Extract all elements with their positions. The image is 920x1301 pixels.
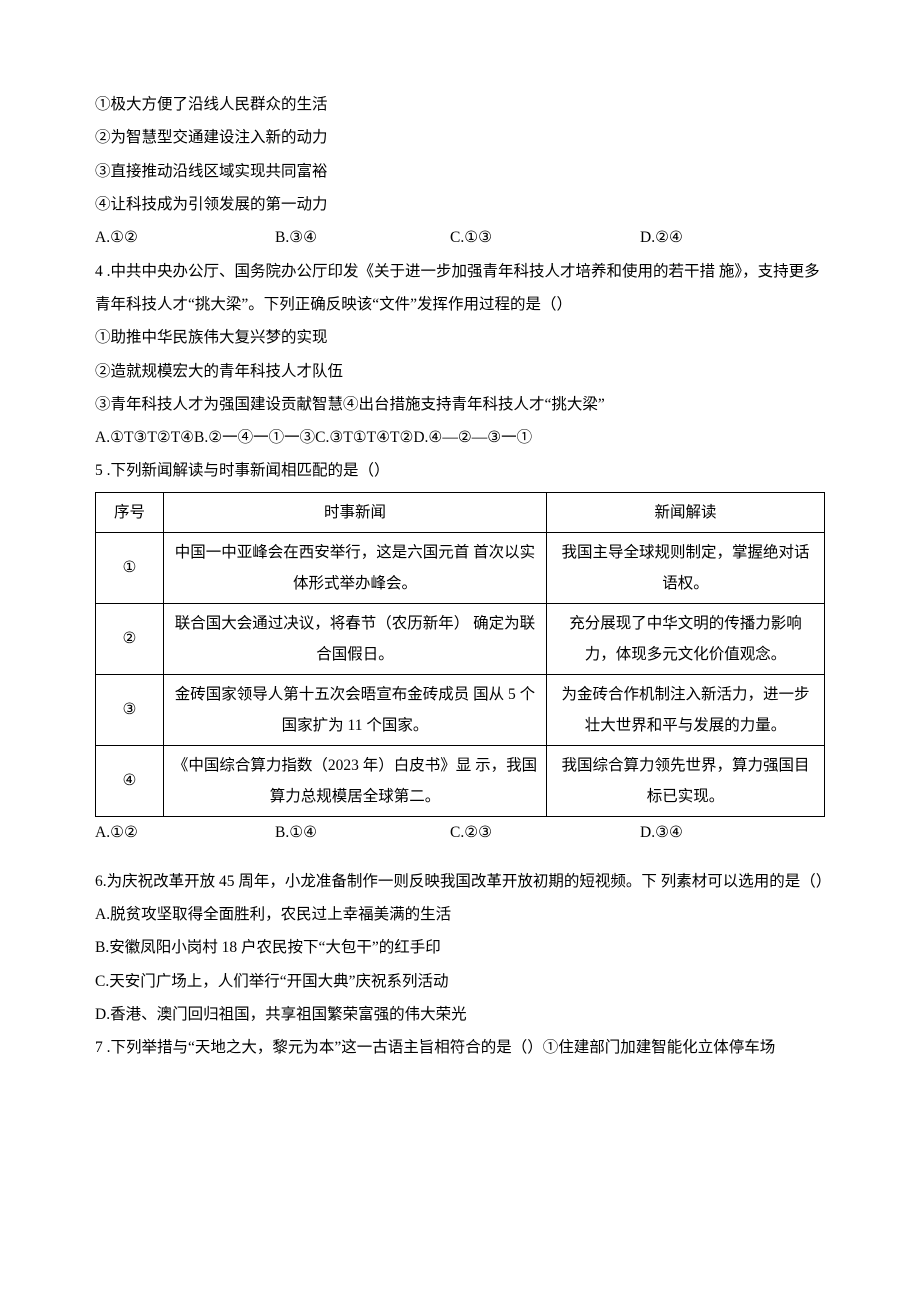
q6-option-a: A.脱贫攻坚取得全面胜利，农民过上幸福美满的生活: [95, 898, 825, 931]
cell-seq: ③: [96, 674, 164, 745]
q5-table: 序号 时事新闻 新闻解读 ① 中国一中亚峰会在西安举行，这是六国元首 首次以实体…: [95, 492, 825, 817]
cell-event: 联合国大会通过决议，将春节（农历新年） 确定为联合国假日。: [164, 603, 547, 674]
col-event: 时事新闻: [164, 492, 547, 532]
q6-stem: 6.为庆祝改革开放 45 周年，小龙准备制作一则反映我国改革开放初期的短视频。下…: [95, 865, 825, 898]
col-seq: 序号: [96, 492, 164, 532]
q3-options: A.①② B.③④ C.①③ D.②④: [95, 221, 825, 254]
table-row: ③ 金砖国家领导人第十五次会晤宣布金砖成员 国从 5 个国家扩为 11 个国家。…: [96, 674, 825, 745]
cell-event: 中国一中亚峰会在西安举行，这是六国元首 首次以实体形式举办峰会。: [164, 532, 547, 603]
q3-option-b: B.③④: [275, 221, 450, 254]
q6-option-d: D.香港、澳门回归祖国，共享祖国繁荣富强的伟大荣光: [95, 998, 825, 1031]
statement-2: ②为智慧型交通建设注入新的动力: [95, 121, 825, 154]
q6-option-c: C.天安门广场上，人们举行“开国大典”庆祝系列活动: [95, 965, 825, 998]
q4-statement-1: ①助推中华民族伟大复兴梦的实现: [95, 321, 825, 354]
table-row: ④ 《中国综合算力指数（2023 年）白皮书》显 示，我国算力总规模居全球第二。…: [96, 745, 825, 816]
cell-event: 《中国综合算力指数（2023 年）白皮书》显 示，我国算力总规模居全球第二。: [164, 745, 547, 816]
cell-interp: 我国综合算力领先世界，算力强国目 标已实现。: [547, 745, 825, 816]
q3-option-a: A.①②: [95, 221, 275, 254]
q4-statement-2: ②造就规模宏大的青年科技人才队伍: [95, 355, 825, 388]
q7-stem: 7 .下列举措与“天地之大，黎元为本”这一古语主旨相符合的是（）①住建部门加建智…: [95, 1031, 825, 1064]
table-header-row: 序号 时事新闻 新闻解读: [96, 492, 825, 532]
statement-1: ①极大方便了沿线人民群众的生活: [95, 88, 825, 121]
q5-option-c: C.②③: [450, 816, 640, 849]
q5-options: A.①② B.①④ C.②③ D.③④: [95, 816, 825, 849]
cell-seq: ①: [96, 532, 164, 603]
q3-option-c: C.①③: [450, 221, 640, 254]
col-interp: 新闻解读: [547, 492, 825, 532]
cell-interp: 我国主导全球规则制定，掌握绝对话 语权。: [547, 532, 825, 603]
q5-option-d: D.③④: [640, 816, 683, 849]
cell-event: 金砖国家领导人第十五次会晤宣布金砖成员 国从 5 个国家扩为 11 个国家。: [164, 674, 547, 745]
cell-seq: ④: [96, 745, 164, 816]
cell-interp: 为金砖合作机制注入新活力，进一步 壮大世界和平与发展的力量。: [547, 674, 825, 745]
q4-options: A.①T③T②T④B.②一④一①一③C.③T①T④T②D.④—②—③一①: [95, 421, 825, 454]
q4-stem: 4 .中共中央办公厅、国务院办公厅印发《关于进一步加强青年科技人才培养和使用的若…: [95, 255, 825, 322]
q3-option-d: D.②④: [640, 221, 683, 254]
document-page: ①极大方便了沿线人民群众的生活 ②为智慧型交通建设注入新的动力 ③直接推动沿线区…: [0, 0, 920, 1301]
table-row: ① 中国一中亚峰会在西安举行，这是六国元首 首次以实体形式举办峰会。 我国主导全…: [96, 532, 825, 603]
statement-4: ④让科技成为引领发展的第一动力: [95, 188, 825, 221]
statement-3: ③直接推动沿线区域实现共同富裕: [95, 155, 825, 188]
q5-stem: 5 .下列新闻解读与时事新闻相匹配的是（）: [95, 454, 825, 487]
q5-option-a: A.①②: [95, 816, 275, 849]
cell-interp: 充分展现了中华文明的传播力影响 力，体现多元文化价值观念。: [547, 603, 825, 674]
q4-statement-3: ③青年科技人才为强国建设贡献智慧④出台措施支持青年科技人才“挑大梁”: [95, 388, 825, 421]
q5-option-b: B.①④: [275, 816, 450, 849]
table-row: ② 联合国大会通过决议，将春节（农历新年） 确定为联合国假日。 充分展现了中华文…: [96, 603, 825, 674]
cell-seq: ②: [96, 603, 164, 674]
q6-option-b: B.安徽凤阳小岗村 18 户农民按下“大包干”的红手印: [95, 931, 825, 964]
